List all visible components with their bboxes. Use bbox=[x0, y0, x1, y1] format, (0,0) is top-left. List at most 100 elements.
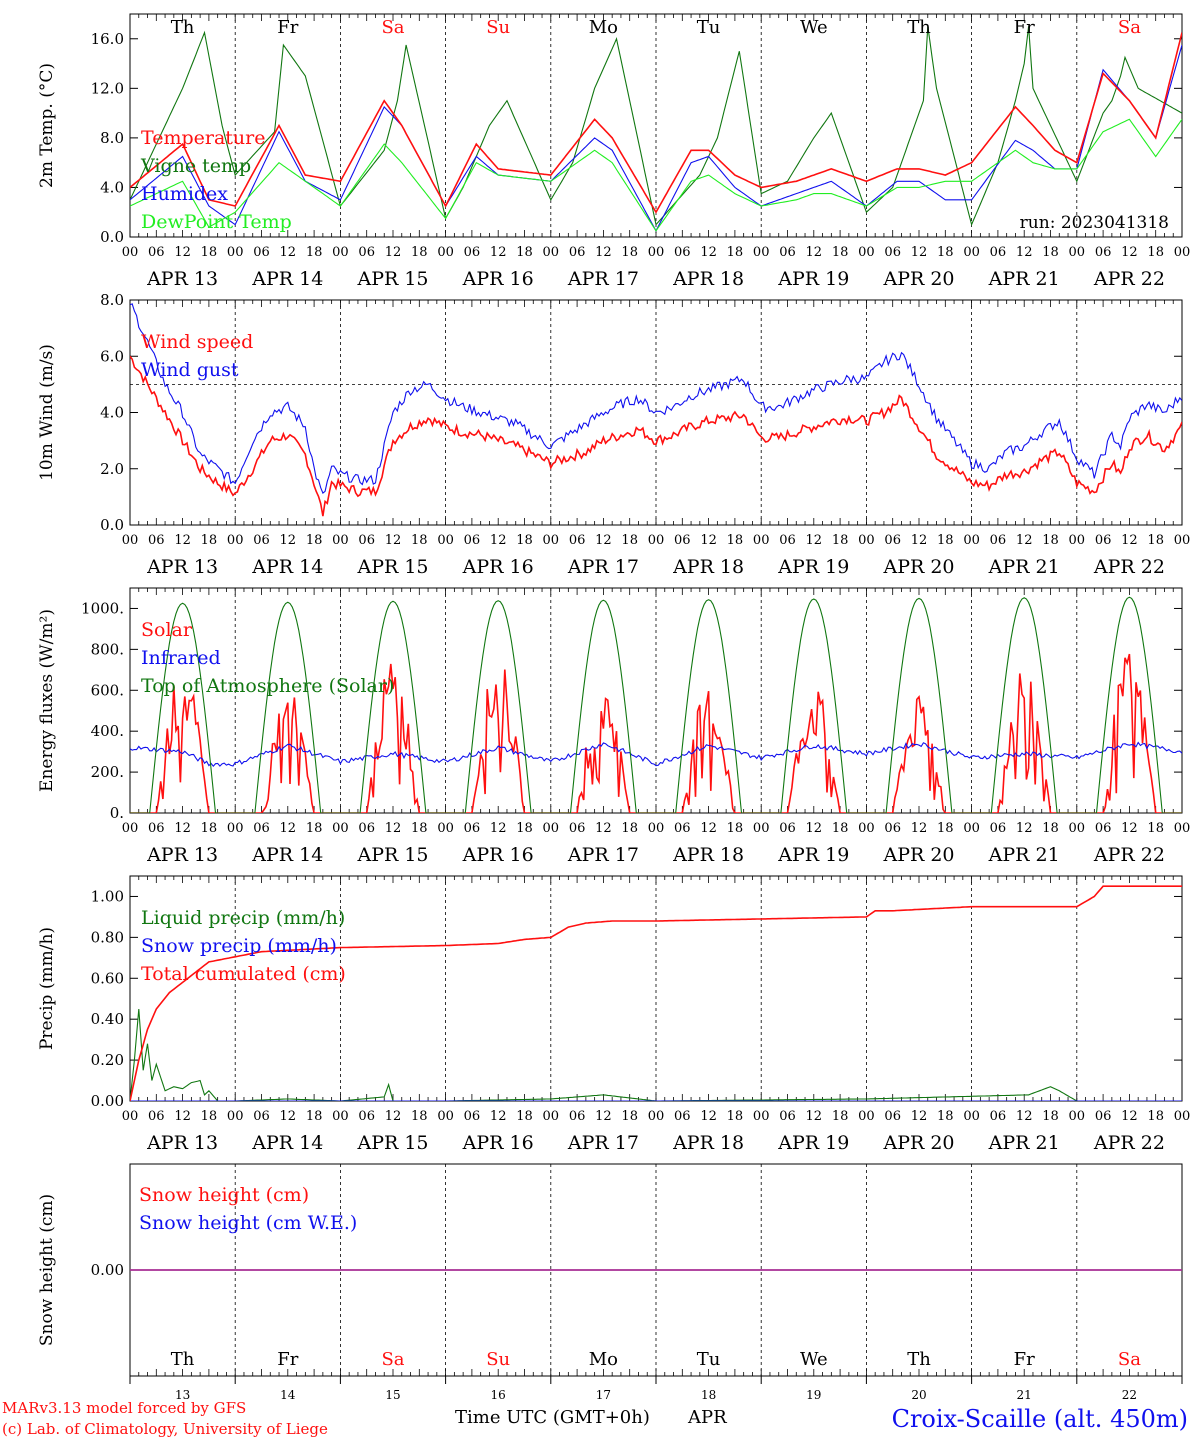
hour-tick-label: 06 bbox=[464, 245, 481, 260]
date-label: APR 20 bbox=[882, 1132, 954, 1154]
footer: MARv3.13 model forced by GFS (c) Lab. of … bbox=[2, 1399, 1188, 1438]
date-label: APR 20 bbox=[882, 844, 954, 866]
series-line-wind-speed bbox=[130, 355, 1182, 517]
date-label: APR 18 bbox=[672, 1132, 744, 1154]
hour-tick-label: 12 bbox=[700, 1109, 717, 1124]
y-tick-label: 2.0 bbox=[100, 460, 124, 478]
hour-tick-label: 00 bbox=[543, 533, 560, 548]
hour-tick-label: 12 bbox=[280, 1109, 297, 1124]
panel-precip: 0.00 0.20 0.40 0.60 0.80 1.00 Precip (mm/h) 00 0… bbox=[37, 875, 1190, 1154]
series-line-vigne-temp bbox=[130, 26, 1182, 227]
date-label: APR 21 bbox=[988, 844, 1060, 866]
day-number-label: 14 bbox=[280, 1388, 296, 1402]
hour-tick-label: 12 bbox=[595, 821, 612, 836]
y-tick-label: 0.80 bbox=[91, 928, 124, 946]
hour-tick-label: 00 bbox=[1069, 821, 1086, 836]
y-tick-label: 4.0 bbox=[100, 404, 124, 422]
legend-entry: Temperature bbox=[141, 127, 265, 149]
day-number-label: 18 bbox=[701, 1388, 716, 1402]
date-label: APR 22 bbox=[1093, 556, 1165, 578]
hour-tick-label: 06 bbox=[779, 1109, 796, 1124]
hour-tick-label: 06 bbox=[1095, 245, 1112, 260]
hour-tick-label: 06 bbox=[990, 1109, 1007, 1124]
hour-tick-label: 18 bbox=[727, 821, 744, 836]
date-label: APR 13 bbox=[146, 1132, 218, 1154]
hour-tick-label: 12 bbox=[1016, 1109, 1033, 1124]
hour-tick-label: 18 bbox=[1042, 821, 1059, 836]
hour-tick-label: 00 bbox=[122, 821, 139, 836]
hour-tick-label: 18 bbox=[621, 821, 638, 836]
date-label: APR 18 bbox=[672, 844, 744, 866]
y-tick-label: 0.00 bbox=[91, 1092, 124, 1110]
hour-tick-label: 00 bbox=[543, 245, 560, 260]
day-of-week-label: Fr bbox=[1014, 17, 1035, 38]
hour-tick-label: 12 bbox=[700, 533, 717, 548]
date-label: APR 14 bbox=[251, 556, 323, 578]
hour-tick-label: 00 bbox=[963, 821, 980, 836]
date-label: APR 16 bbox=[462, 268, 534, 290]
hour-tick-label: 18 bbox=[937, 533, 954, 548]
hour-tick-label: 12 bbox=[806, 533, 823, 548]
hour-tick-label: 06 bbox=[569, 533, 586, 548]
panel-wind: 0.0 2.0 4.0 6.0 8.0 10m Wind (m/s) 00 06 12 18 APR… bbox=[37, 291, 1190, 578]
day-number-label: 13 bbox=[175, 1388, 190, 1402]
hour-tick-label: 12 bbox=[385, 533, 402, 548]
series-line-wind-gust bbox=[130, 303, 1182, 494]
model-credit: MARv3.13 model forced by GFS bbox=[2, 1399, 246, 1417]
date-label: APR 18 bbox=[672, 268, 744, 290]
hour-tick-label: 12 bbox=[806, 821, 823, 836]
date-label: APR 17 bbox=[567, 844, 639, 866]
date-label: APR 15 bbox=[356, 1132, 428, 1154]
run-annotation: run: 2023041318 bbox=[1020, 213, 1169, 233]
hour-tick-label: 00 bbox=[753, 1109, 770, 1124]
hour-tick-label: 00 bbox=[332, 821, 349, 836]
day-of-week-label: Su bbox=[486, 1349, 510, 1370]
hour-tick-label: 00 bbox=[227, 1109, 244, 1124]
date-label: APR 19 bbox=[777, 844, 849, 866]
hour-tick-label: 06 bbox=[990, 245, 1007, 260]
hour-tick-label: 18 bbox=[832, 821, 849, 836]
hour-tick-label: 00 bbox=[1069, 533, 1086, 548]
day-of-week-label: Th bbox=[171, 1349, 195, 1370]
hour-tick-label: 18 bbox=[306, 1109, 323, 1124]
hour-tick-label: 00 bbox=[648, 1109, 665, 1124]
hour-tick-label: 12 bbox=[700, 245, 717, 260]
legend-entry: Infrared bbox=[141, 647, 221, 669]
hour-tick-label: 00 bbox=[648, 245, 665, 260]
hour-tick-label: 12 bbox=[490, 245, 507, 260]
hour-tick-label: 00 bbox=[858, 245, 875, 260]
date-label: APR 14 bbox=[251, 1132, 323, 1154]
station-title: Croix-Scaille (alt. 450m) bbox=[892, 1405, 1188, 1433]
hour-tick-label: 18 bbox=[1042, 1109, 1059, 1124]
y-tick-label: 200. bbox=[91, 763, 124, 781]
date-label: APR 20 bbox=[882, 556, 954, 578]
hour-tick-label: 18 bbox=[1147, 533, 1164, 548]
date-label: APR 19 bbox=[777, 1132, 849, 1154]
hour-tick-label: 00 bbox=[858, 1109, 875, 1124]
hour-tick-label: 12 bbox=[1016, 533, 1033, 548]
hour-tick-label: 00 bbox=[437, 533, 454, 548]
day-of-week-label: Fr bbox=[1014, 1349, 1035, 1370]
hour-tick-label: 18 bbox=[411, 1109, 428, 1124]
hour-tick-label: 00 bbox=[332, 533, 349, 548]
hour-tick-label: 06 bbox=[779, 533, 796, 548]
y-tick-label: 800. bbox=[91, 640, 124, 658]
hour-tick-label: 12 bbox=[280, 245, 297, 260]
hour-tick-label: 00 bbox=[122, 533, 139, 548]
hour-tick-label: 06 bbox=[990, 821, 1007, 836]
y-tick-label: 8.0 bbox=[100, 291, 124, 309]
hour-tick-label: 00 bbox=[227, 245, 244, 260]
y-tick-label: 8.0 bbox=[100, 129, 124, 147]
copyright: (c) Lab. of Climatology, University of L… bbox=[2, 1420, 328, 1438]
hour-tick-label: 00 bbox=[1174, 533, 1191, 548]
legend-entry: Wind speed bbox=[141, 331, 253, 353]
hour-tick-label: 06 bbox=[674, 1109, 691, 1124]
day-of-week-label: Mo bbox=[589, 17, 618, 38]
hour-tick-label: 12 bbox=[280, 821, 297, 836]
y-tick-label: 0.20 bbox=[91, 1051, 124, 1069]
hour-tick-label: 06 bbox=[1095, 533, 1112, 548]
hour-tick-label: 18 bbox=[201, 245, 218, 260]
hour-tick-label: 00 bbox=[122, 1109, 139, 1124]
hour-tick-label: 18 bbox=[306, 245, 323, 260]
